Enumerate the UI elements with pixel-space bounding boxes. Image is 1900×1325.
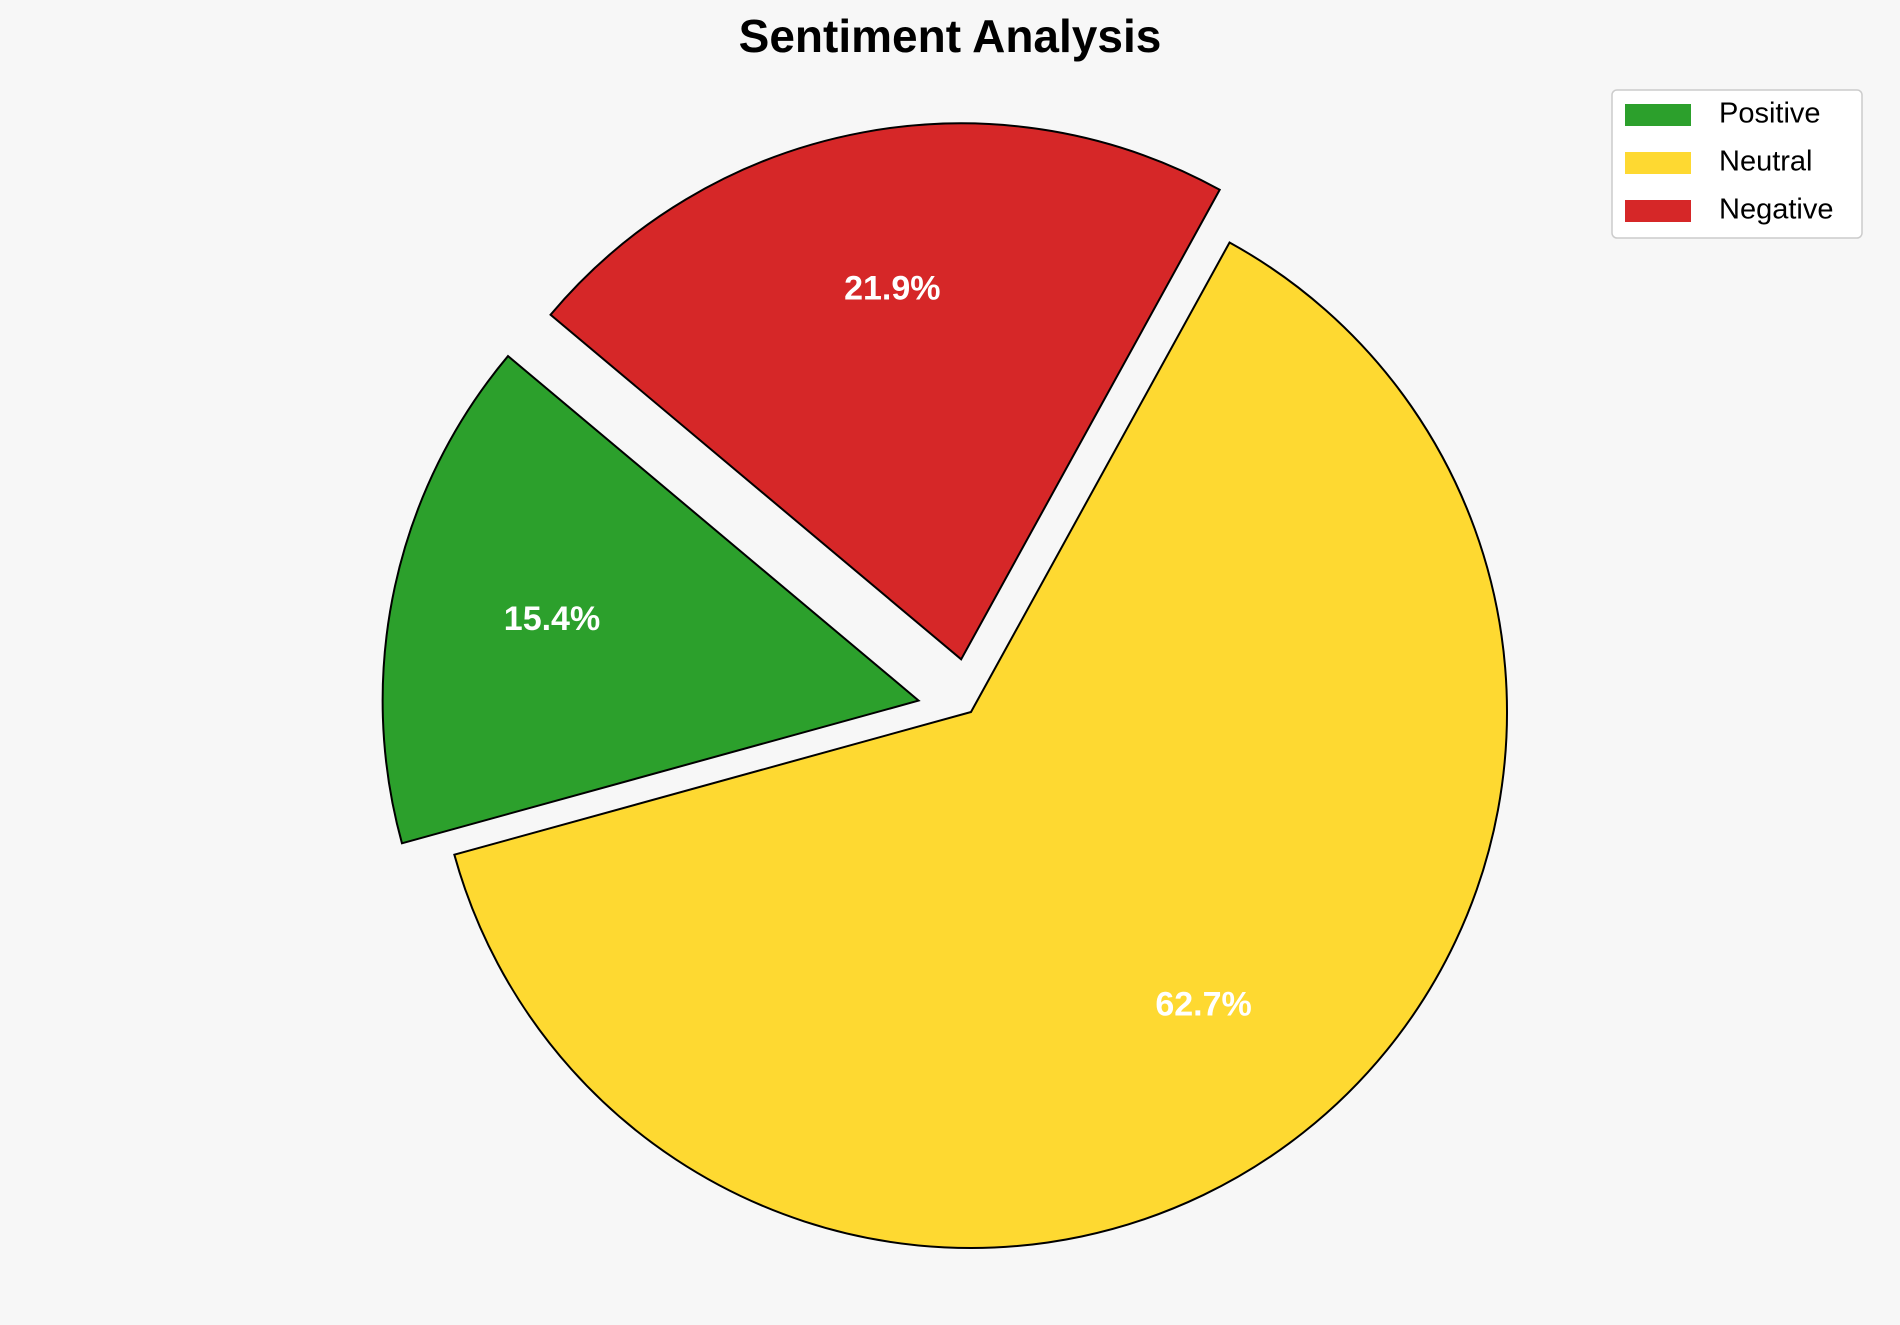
chart-title: Sentiment Analysis: [739, 10, 1162, 62]
pie-slice: [549, 122, 1222, 661]
legend-label: Positive: [1719, 98, 1821, 130]
pie-slice: [453, 241, 1508, 1249]
slice-label: 62.7%: [1155, 985, 1251, 1023]
legend-label: Negative: [1719, 194, 1833, 226]
pie-slice: [381, 354, 921, 845]
slice-label: 21.9%: [844, 269, 940, 307]
legend-label: Neutral: [1719, 146, 1813, 178]
slice-label: 15.4%: [504, 600, 600, 638]
legend-swatch: [1625, 200, 1691, 222]
legend-swatch: [1625, 152, 1691, 174]
legend-swatch: [1625, 104, 1691, 126]
